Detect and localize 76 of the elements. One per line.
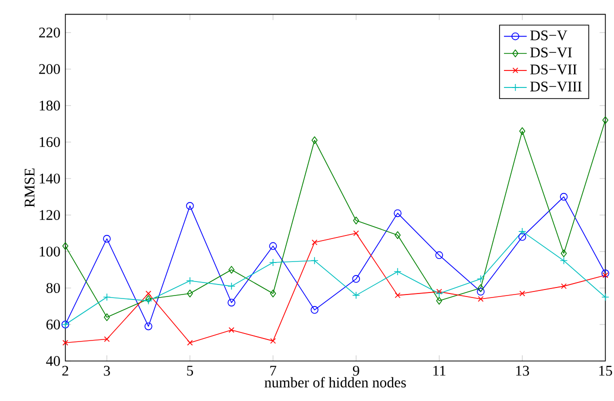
point — [186, 276, 194, 285]
point — [560, 249, 567, 258]
point — [602, 272, 608, 278]
point — [353, 216, 360, 224]
point — [103, 293, 111, 302]
point — [352, 275, 360, 283]
point — [310, 256, 318, 265]
point — [435, 251, 444, 260]
point — [436, 288, 442, 295]
point — [186, 290, 193, 298]
legend-label: DS−VIII — [530, 82, 582, 92]
point — [519, 127, 526, 135]
point — [62, 340, 68, 346]
legend-label: DS−VII — [530, 64, 577, 74]
point — [310, 306, 318, 314]
point — [394, 209, 402, 218]
point — [270, 338, 276, 344]
point — [478, 284, 484, 292]
x-tick-label: 7 — [270, 366, 276, 376]
x-axis-title: number of hidden nodes — [264, 376, 406, 388]
point — [518, 233, 526, 241]
point — [601, 270, 610, 278]
y-tick-label: 220 — [39, 28, 60, 38]
point — [228, 298, 236, 306]
point — [560, 256, 568, 265]
y-tick-label: 40 — [46, 356, 60, 366]
x-tick-label: 11 — [433, 366, 446, 376]
y-tick-label: 100 — [40, 246, 60, 256]
point — [269, 258, 277, 266]
point — [187, 340, 193, 346]
x-tick-label: 15 — [599, 366, 612, 376]
x-tick-label: 5 — [187, 366, 194, 376]
point — [602, 116, 608, 124]
x-tick-label: 13 — [516, 366, 530, 376]
point — [186, 202, 194, 210]
point — [476, 288, 485, 296]
point — [228, 282, 236, 290]
point — [312, 136, 318, 144]
x-tick-label: 2 — [62, 366, 68, 376]
point — [560, 192, 568, 201]
x-tick-label: 3 — [104, 366, 110, 376]
legend-label: DS−VI — [530, 48, 572, 58]
point — [144, 322, 152, 330]
x-tick-label: 9 — [352, 366, 360, 376]
point — [352, 291, 360, 300]
point — [146, 290, 152, 296]
y-tick-label: 140 — [40, 174, 60, 184]
y-tick-label: 120 — [40, 210, 60, 220]
y-tick-label: 160 — [40, 137, 60, 148]
point — [228, 327, 234, 333]
point — [601, 293, 610, 302]
y-tick-label: 60 — [46, 320, 60, 330]
point — [394, 231, 401, 239]
point — [312, 240, 318, 246]
y-tick-label: 200 — [39, 64, 60, 74]
point — [476, 275, 485, 283]
point — [394, 268, 402, 276]
point — [269, 242, 277, 250]
y-tick-label: 80 — [46, 283, 60, 293]
point — [518, 228, 526, 236]
point — [435, 290, 444, 298]
y-tick-label: 180 — [40, 100, 60, 111]
legend-label: DS−V — [530, 30, 568, 40]
point — [104, 313, 110, 322]
point — [228, 266, 234, 274]
point — [62, 242, 68, 250]
point — [103, 234, 111, 243]
point — [353, 230, 359, 236]
point — [478, 296, 484, 302]
point — [519, 290, 526, 296]
point — [436, 296, 442, 305]
point — [104, 336, 110, 342]
point — [270, 290, 276, 298]
y-axis-title: RMSE — [24, 168, 35, 208]
point — [394, 292, 400, 298]
point — [560, 283, 567, 290]
